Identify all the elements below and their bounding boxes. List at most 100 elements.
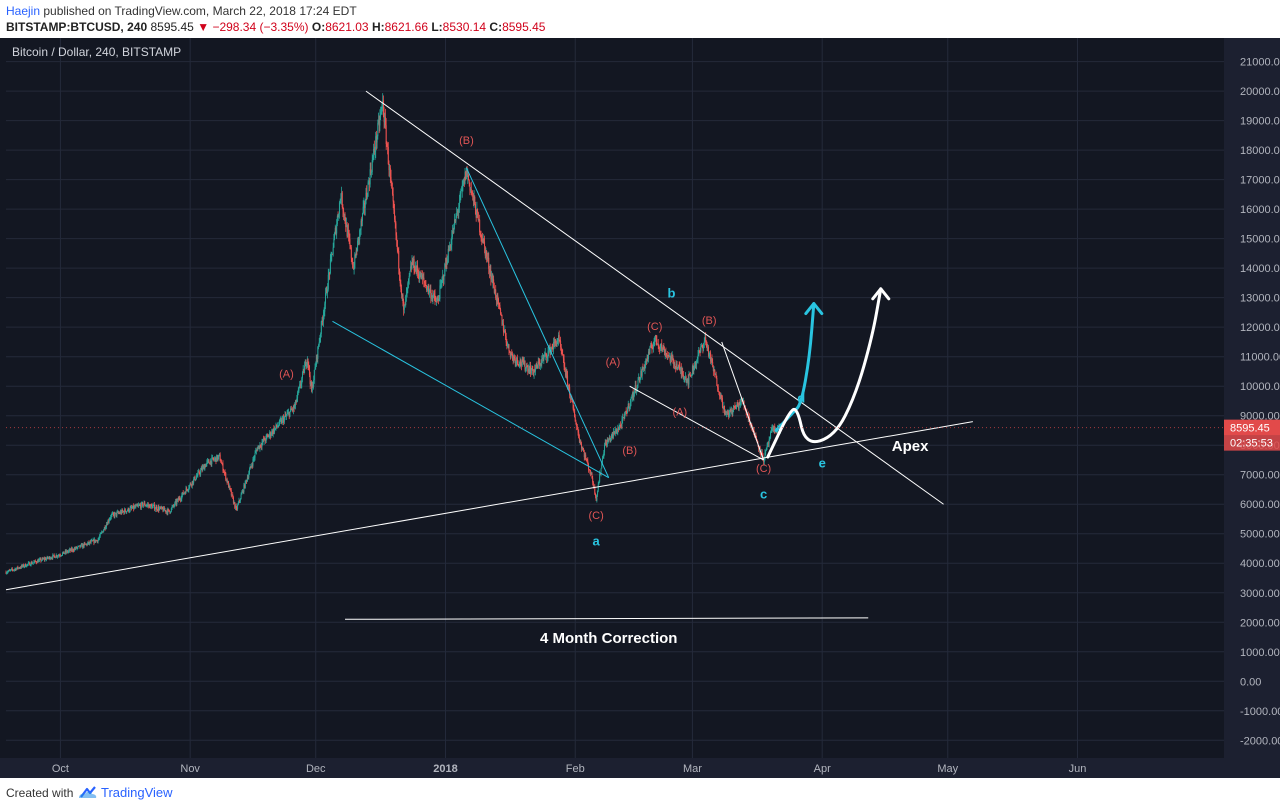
candle-body [274,427,276,429]
candle-body [320,321,322,334]
upper-triangle-line[interactable] [365,90,944,505]
candle-body [378,119,380,126]
candle-body [576,426,578,429]
candle-body [349,239,351,246]
candle-body [17,566,19,569]
candle-body [92,539,94,541]
candle-body [26,564,28,567]
candle-body [322,320,324,322]
candle-body [25,564,27,567]
channel-upper-cyan[interactable] [465,167,610,478]
candle-body [401,288,403,295]
candle-body [126,510,128,513]
channel-lower-cyan[interactable] [332,320,609,479]
candle-body [90,540,92,543]
lower-support-line[interactable] [5,421,973,591]
candle-body [154,504,156,510]
candle-body [646,357,648,362]
candle-body [451,236,453,245]
wave-bc-lower[interactable] [629,385,764,461]
candle-body [11,568,13,570]
candle-body [445,259,447,268]
candle-body [443,276,445,281]
candle-body [311,384,313,392]
candle-body [241,492,243,495]
candle-body [128,510,130,512]
candle-body [195,479,197,481]
candle-body [664,348,666,355]
candle-body [447,262,449,264]
candle-body [217,456,219,460]
candle-body [156,509,158,511]
candle-body [497,295,499,299]
candle-body [361,213,363,221]
candle-body [85,543,87,545]
candle-body [276,426,278,428]
candle-body [599,473,601,482]
candle-body [410,266,412,269]
candle-body [662,346,664,351]
price-chart[interactable]: 21000.00 20000.00 19000.00 18000.00 17000.00… [0,38,1280,778]
wave-label: (A) [673,407,688,419]
candle-body [191,480,193,486]
candle-body [52,554,54,556]
candle-body [188,488,190,490]
candle-body [516,357,518,362]
candle-body [387,146,389,165]
candle-body [687,378,689,385]
candle-body [518,364,520,366]
candle-body [663,346,665,349]
correction-range-line[interactable] [345,617,869,620]
candle-body [698,351,700,355]
candle-body [175,501,177,503]
candle-body [448,248,450,251]
white-apex-arrow[interactable] [766,287,883,459]
candle-body [232,494,234,498]
candle-body [202,466,204,471]
candle-body [491,275,493,283]
candle-body [770,430,772,432]
candle-body [558,335,560,341]
candle-body [502,323,504,331]
candle-body [467,175,469,177]
candle-body [191,484,193,486]
candle-body [34,560,36,562]
candle-body [40,558,42,562]
candle-body [384,117,386,126]
candle-body [332,247,334,255]
candle-body [82,544,84,548]
candle-body [424,280,426,284]
candle-body [544,352,546,356]
price-axis-area[interactable] [1224,38,1280,758]
cyan-breakout-arrow[interactable] [774,302,816,432]
candle-body [426,288,428,291]
candle-body [131,507,133,509]
time-axis-area[interactable] [0,758,1280,778]
y-tick-label: 2000.00 [1240,617,1280,629]
candle-body [476,209,478,218]
candle-body [632,392,634,398]
candle-body [615,429,617,433]
candle-body [86,543,88,545]
candle-body [19,567,21,569]
candle-body [682,371,684,375]
candle-body [495,297,497,302]
candle-body [272,428,274,435]
wave-bc-upper[interactable] [721,341,765,461]
candle-body [181,492,183,496]
candle-body [20,565,22,568]
candle-body [422,277,424,279]
candle-body [293,405,295,408]
candle-body [499,304,501,310]
candle-body [440,282,442,285]
candle-body [410,266,412,272]
candle-body [650,345,652,348]
candle-body [562,355,564,359]
candle-body [158,506,160,511]
author-link[interactable]: Haejin [6,4,41,18]
candle-body [696,358,698,361]
candle-body [230,488,232,491]
candle-body [324,303,326,312]
candle-body [673,362,675,365]
tradingview-brand-link[interactable]: TradingView [101,785,173,800]
